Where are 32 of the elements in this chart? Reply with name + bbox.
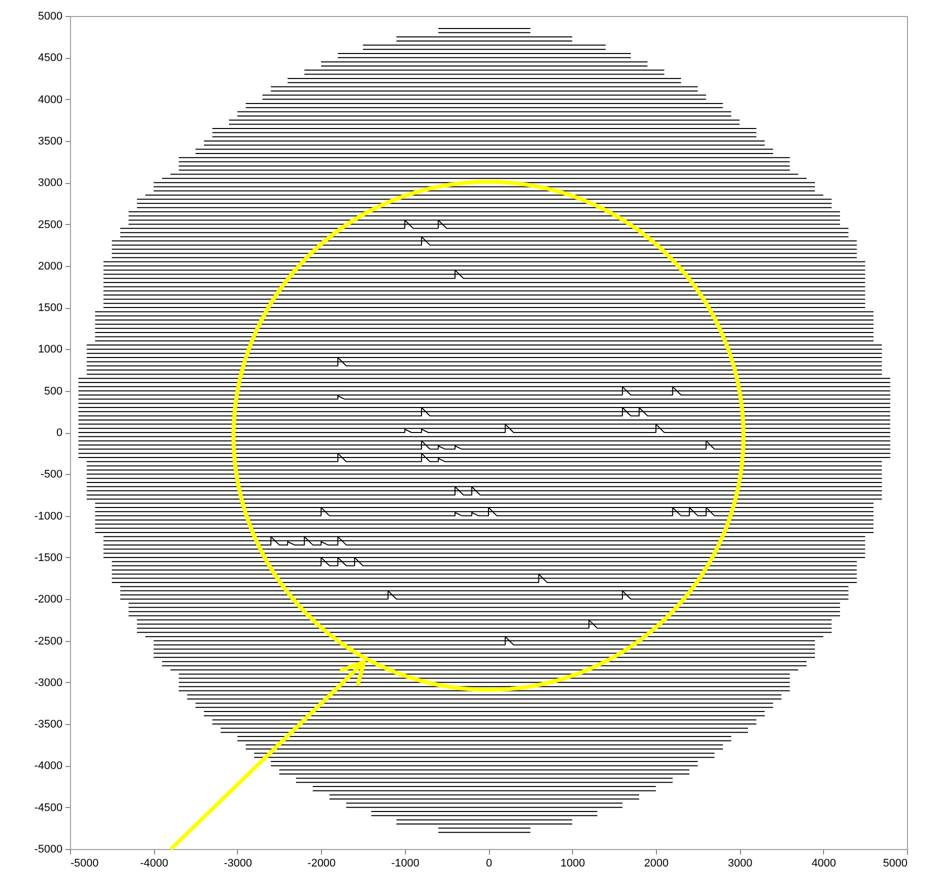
x-tick-label: 4000: [812, 858, 836, 870]
y-tick-label: 500: [44, 385, 62, 398]
x-tick-label: 3000: [728, 858, 752, 870]
y-tick-label: -2500: [34, 635, 62, 648]
y-tick-label: -4500: [34, 802, 62, 814]
x-tick-label: -3000: [224, 858, 252, 870]
y-tick-label: -1500: [34, 552, 62, 564]
y-tick-label: 5000: [38, 10, 62, 22]
x-tick-label: 5000: [883, 858, 908, 870]
y-tick-label: 4000: [38, 94, 62, 106]
y-tick-label: 0: [56, 427, 62, 439]
x-tick-label: -5000: [70, 858, 99, 870]
x-tick-label: 0: [486, 858, 492, 870]
x-tick-label: -2000: [308, 858, 336, 870]
x-tick-label: 1000: [560, 858, 585, 870]
y-tick-label: 3000: [38, 177, 62, 190]
y-tick-label: -5000: [34, 844, 62, 856]
y-tick-label: -1000: [34, 510, 62, 522]
y-tick-label: -3500: [34, 718, 62, 731]
y-tick-label: 4500: [38, 52, 62, 64]
y-tick-label: 3500: [38, 135, 62, 148]
x-tick-label: -1000: [391, 858, 420, 870]
y-tick-label: 1500: [38, 302, 62, 314]
x-tick-label: 2000: [644, 858, 669, 870]
y-tick-label: -500: [40, 468, 62, 481]
y-tick-label: -3000: [34, 676, 62, 689]
y-tick-label: 1000: [38, 344, 62, 356]
y-tick-label: -2000: [34, 594, 62, 606]
y-tick-label: -4000: [34, 760, 62, 772]
x-tick-label: -4000: [140, 858, 168, 870]
y-tick-label: 2000: [38, 260, 62, 272]
y-tick-label: 2500: [38, 218, 62, 231]
